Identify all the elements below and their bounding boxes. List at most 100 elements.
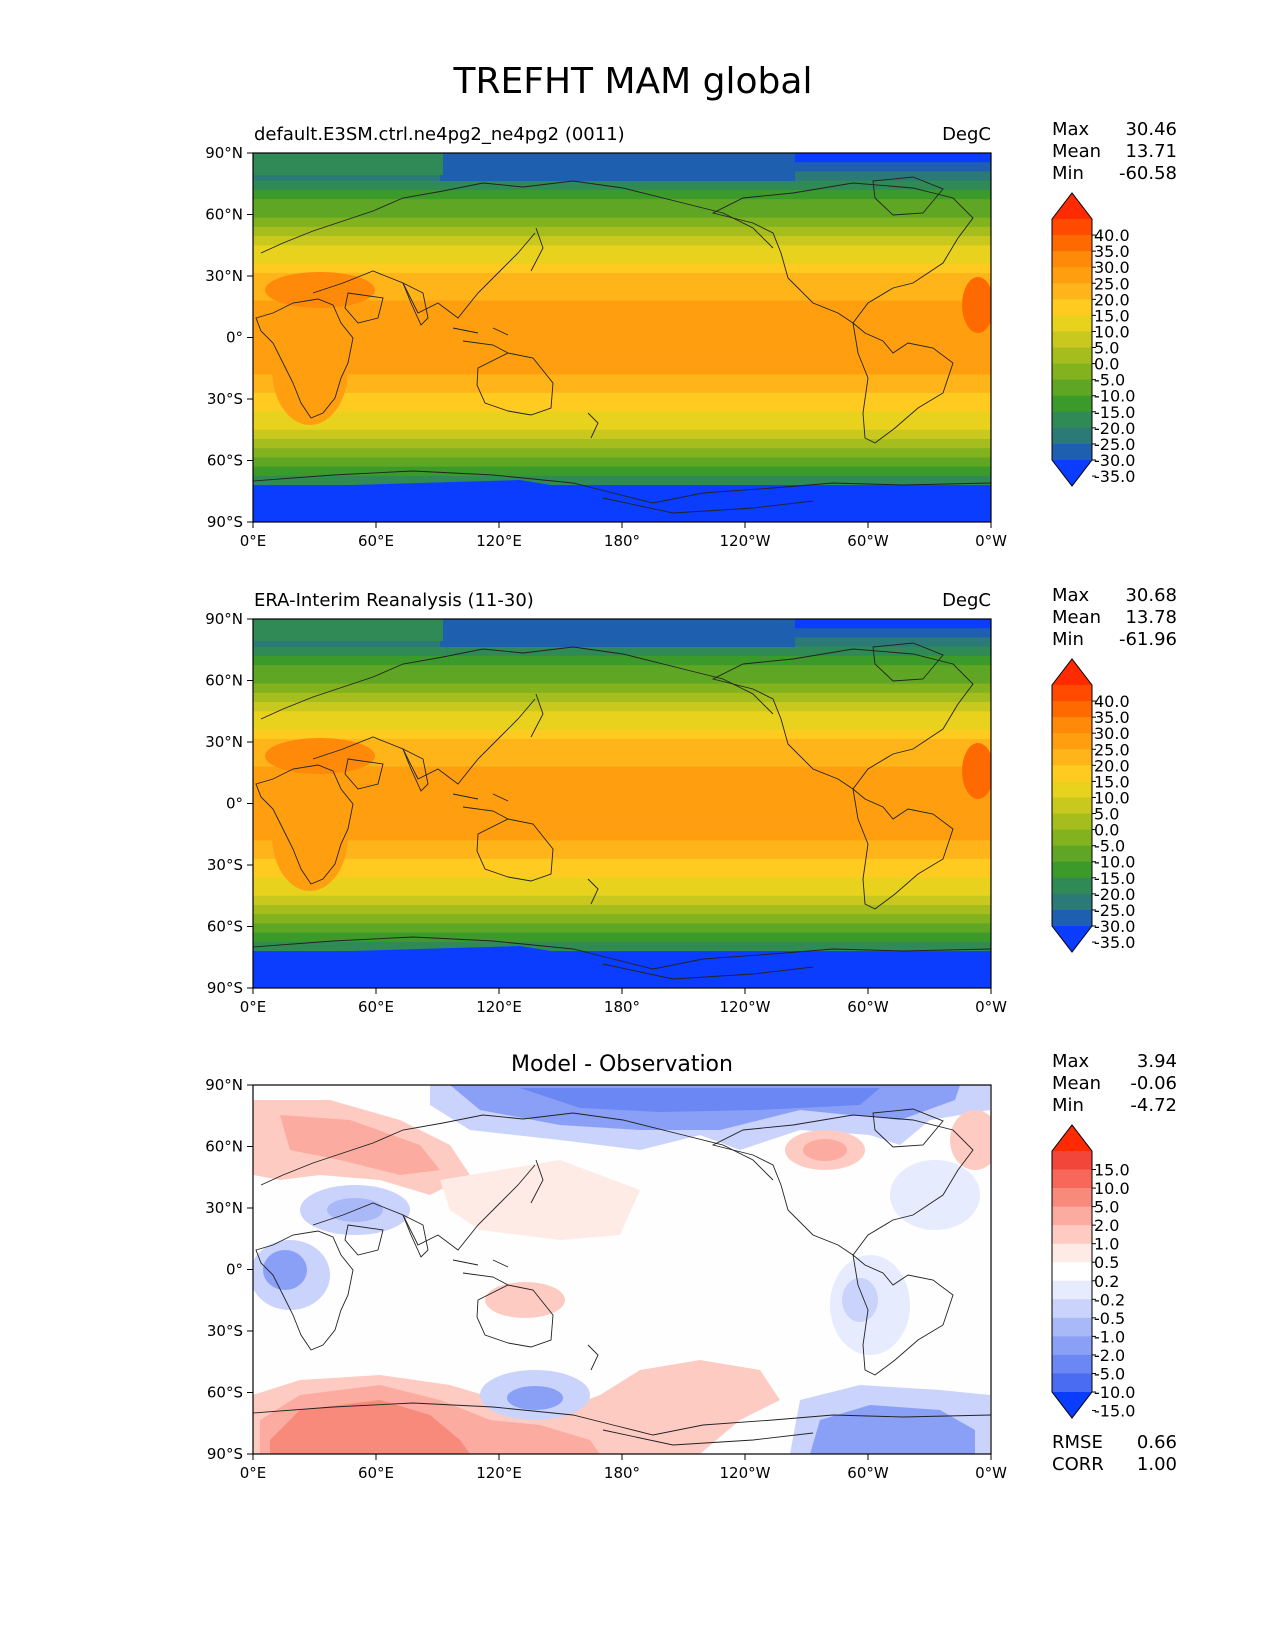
coastline [344, 1224, 384, 1256]
colorbar-tick-label: 0.0 [1094, 355, 1119, 374]
lon-tick-label: 0°W [975, 998, 1007, 1016]
colorbar-segment [1052, 893, 1092, 911]
coastline [253, 1402, 991, 1436]
temperature-band [253, 729, 991, 740]
lon-tick-label: 0°E [240, 998, 267, 1016]
stat-min-label: Min [1052, 629, 1084, 650]
metric-rmse-value: 0.66 [1137, 1432, 1177, 1453]
colorbar-segment [1052, 299, 1092, 316]
temperature-band [253, 766, 991, 777]
coastline [452, 793, 509, 820]
temperature-band [253, 831, 991, 841]
colorbar-tick-label: -10.0 [1094, 1383, 1135, 1402]
temperature-band [253, 720, 991, 731]
lon-tick-label: 180° [604, 1464, 640, 1482]
colorbar-segment [1052, 765, 1092, 782]
temperature-band [253, 402, 991, 412]
lon-tick-label: 0°E [240, 532, 267, 550]
lon-tick-label: 60°W [847, 998, 889, 1016]
lat-tick-label: 30°N [205, 733, 243, 751]
colorbar-tick-label: 35.0 [1094, 708, 1130, 727]
colorbar-tick-label: -35.0 [1094, 467, 1135, 486]
colorbar-tick-label: -15.0 [1094, 403, 1135, 422]
colorbar-tick-label: -35.0 [1094, 933, 1135, 952]
colorbar-tick-label: 20.0 [1094, 756, 1130, 775]
temperature-band [253, 272, 991, 283]
coastline [587, 878, 599, 905]
temperature-band [253, 319, 991, 329]
panel-units: DegC [942, 590, 991, 611]
antarctica-cold [253, 946, 990, 988]
coastline [260, 1112, 774, 1186]
colorbar-segment [1052, 909, 1092, 927]
map-field [253, 619, 991, 988]
colorbar-segment [1052, 1188, 1092, 1208]
colorbar-extend-min [1052, 926, 1092, 952]
stat-max-value: 3.94 [1137, 1051, 1177, 1072]
lat-tick-label: 30°S [207, 856, 243, 874]
coastline [872, 642, 944, 682]
colorbar: 40.035.030.025.020.015.010.05.00.0-5.0-1… [1051, 192, 1135, 487]
temperature-band [253, 775, 991, 786]
warm-anomaly-asia [440, 1160, 640, 1240]
lat-tick-label: 60°S [207, 452, 243, 470]
colorbar-tick-label: -0.5 [1094, 1309, 1125, 1328]
colorbar-segment [1052, 717, 1092, 734]
temperature-band [253, 692, 991, 703]
colorbar-segment [1052, 813, 1092, 831]
coastline [344, 758, 384, 790]
coastline [260, 180, 774, 254]
colorbar-segment [1052, 1336, 1092, 1356]
colorbar-segment [1052, 411, 1092, 429]
warm-anomaly-atlantic-core [803, 1139, 847, 1161]
stat-mean-value: 13.78 [1125, 607, 1177, 628]
lon-tick-label: 120°E [476, 1464, 522, 1482]
colorbar-segment [1052, 331, 1092, 349]
colorbar-segment [1052, 797, 1092, 815]
colorbar-tick-label: -30.0 [1094, 917, 1135, 936]
temperature-band [253, 821, 991, 832]
temperature-band [253, 337, 991, 348]
colorbar-tick-label: -15.0 [1094, 869, 1135, 888]
temperature-band [253, 785, 991, 795]
colorbar-segment [1052, 347, 1092, 365]
coastline [452, 327, 509, 354]
lon-tick-label: 180° [604, 532, 640, 550]
temperature-band [253, 475, 991, 486]
colorbar-tick-label: 25.0 [1094, 740, 1130, 759]
temperature-band [253, 757, 991, 768]
colorbar-tick-label: 1.0 [1094, 1235, 1119, 1254]
temperature-band [253, 665, 991, 675]
colorbar-tick-label: -5.0 [1094, 837, 1125, 856]
colorbar-extend-min [1052, 460, 1092, 486]
coastline [602, 1429, 814, 1446]
cool-anomaly-north-america [890, 1160, 980, 1230]
temperature-band [253, 429, 991, 440]
stat-min-value: -60.58 [1119, 163, 1177, 184]
cool-anomaly-africa-core [263, 1250, 307, 1290]
temperature-band [253, 748, 991, 758]
temperature-band [253, 355, 991, 366]
lon-tick-label: 0°W [975, 1464, 1007, 1482]
coastline [402, 282, 429, 326]
warm-region-sahara [265, 272, 375, 308]
colorbar-tick-label: 15.0 [1094, 306, 1130, 325]
temperature-band [253, 411, 991, 422]
coastline [255, 1230, 354, 1351]
arctic-ocean-cold [440, 619, 795, 647]
colorbar-tick-label: -25.0 [1094, 435, 1135, 454]
arctic-ocean-cold [440, 153, 795, 181]
temperature-band [253, 217, 991, 228]
temperature-band [253, 923, 991, 934]
temperature-band [253, 941, 991, 952]
lat-tick-label: 0° [226, 1261, 243, 1279]
colorbar-tick-label: 15.0 [1094, 1161, 1130, 1180]
colorbar-tick-label: 35.0 [1094, 242, 1130, 261]
colorbar-extend-max [1052, 193, 1092, 219]
temperature-band [253, 683, 991, 694]
stat-min-value: -61.96 [1119, 629, 1177, 650]
lat-tick-label: 60°S [207, 918, 243, 936]
temperature-band [253, 420, 991, 431]
coastline [711, 182, 974, 324]
